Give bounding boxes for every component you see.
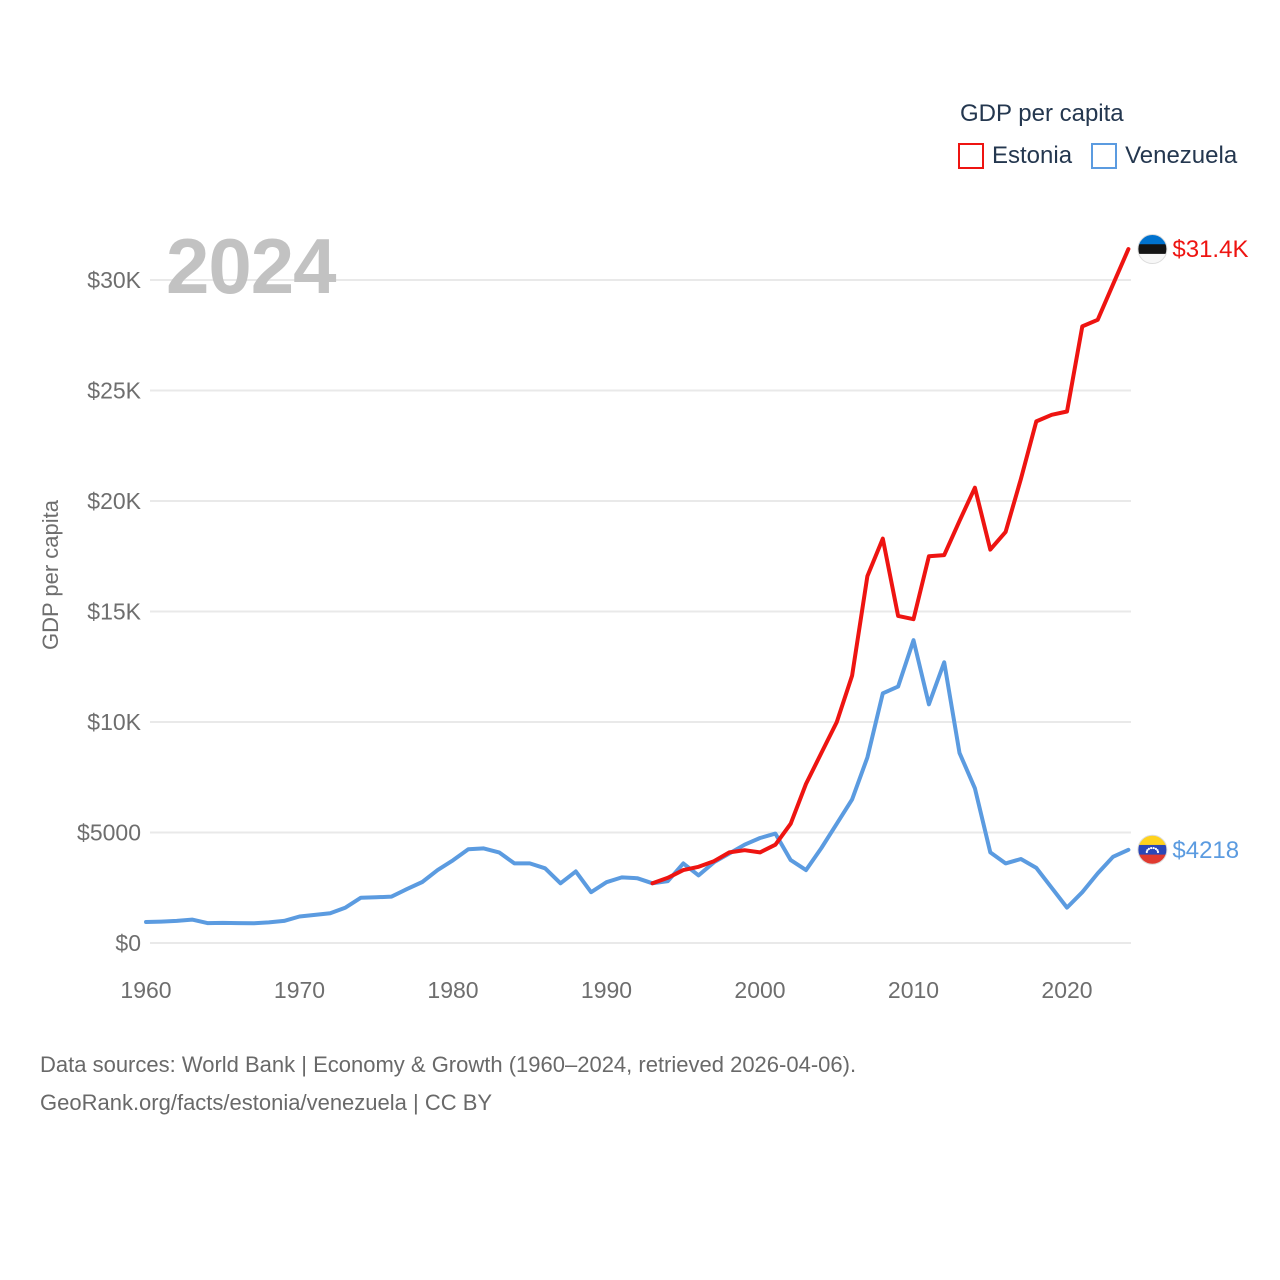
- x-tick-label: 2000: [734, 977, 785, 1003]
- y-tick-label: $25K: [87, 378, 141, 404]
- x-tick-label: 2010: [888, 977, 939, 1003]
- y-axis-title: GDP per capita: [38, 500, 63, 651]
- x-tick-label: 2020: [1041, 977, 1092, 1003]
- footer-sources: Data sources: World Bank | Economy & Gro…: [40, 1052, 857, 1077]
- x-tick-label: 1980: [427, 977, 478, 1003]
- venezuela-flag-icon: [1137, 834, 1168, 865]
- legend-item-venezuela[interactable]: Venezuela: [1091, 142, 1237, 170]
- y-tick-label: $15K: [87, 599, 141, 625]
- footer-attribution: GeoRank.org/facts/estonia/venezuela | CC…: [40, 1090, 493, 1115]
- venezuela-swatch: [1091, 143, 1118, 169]
- y-tick-label: $30K: [87, 267, 141, 293]
- estonia-end-label: $31.4K: [1172, 236, 1248, 263]
- year-watermark: 2024: [166, 222, 337, 310]
- estonia-swatch: [958, 143, 984, 169]
- estonia-line: [650, 247, 1131, 886]
- y-tick-label: $10K: [87, 709, 141, 735]
- y-tick-label: $5000: [77, 820, 141, 846]
- venezuela-end-label: $4218: [1172, 837, 1239, 864]
- legend-item-estonia[interactable]: Estonia: [958, 142, 1072, 170]
- x-tick-label: 1990: [581, 977, 632, 1003]
- legend-label-estonia: Estonia: [992, 142, 1073, 169]
- legend-title: GDP per capita: [960, 100, 1124, 127]
- legend-label-venezuela: Venezuela: [1125, 142, 1238, 169]
- y-tick-label: $0: [115, 930, 141, 956]
- legend: Estonia Venezuela: [958, 142, 1237, 170]
- venezuela-line: [144, 638, 1131, 926]
- x-tick-label: 1970: [274, 977, 325, 1003]
- y-tick-label: $20K: [87, 488, 141, 514]
- estonia-flag-icon: [1137, 234, 1168, 265]
- footer: Data sources: World Bank | Economy & Gro…: [40, 1046, 856, 1122]
- x-tick-label: 1960: [120, 977, 171, 1003]
